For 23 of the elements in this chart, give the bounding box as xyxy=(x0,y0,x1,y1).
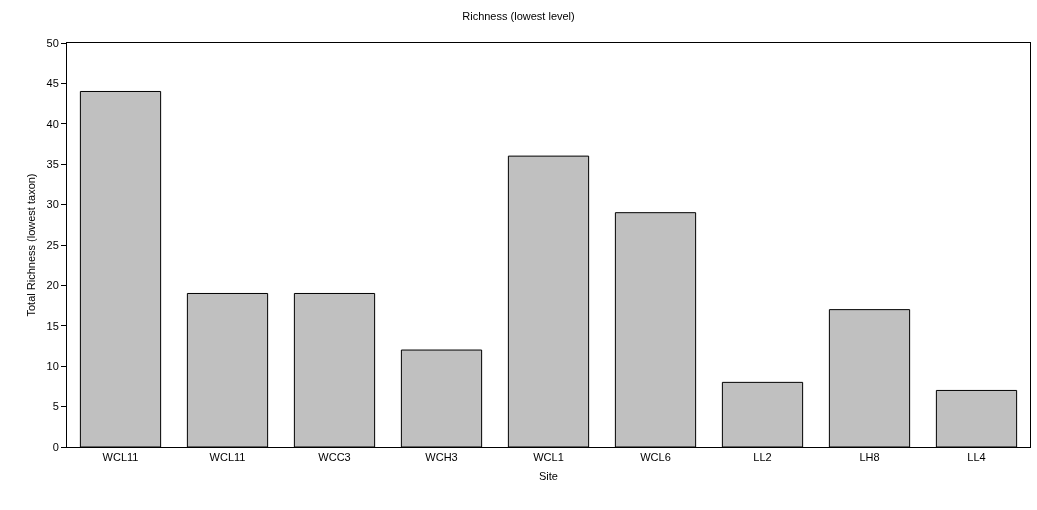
y-tick-label: 40 xyxy=(46,117,59,130)
x-tick-label: WCL11 xyxy=(209,451,246,464)
y-tick-label: 50 xyxy=(46,36,59,49)
y-tick-label: 0 xyxy=(52,440,59,453)
x-tick-label: WCL6 xyxy=(640,451,671,464)
y-tick-label: 45 xyxy=(46,77,59,90)
x-tick-label: LL2 xyxy=(753,451,772,464)
y-tick-label: 15 xyxy=(46,319,59,332)
y-tick-label: 5 xyxy=(52,400,59,413)
x-tick-label: LL4 xyxy=(967,451,986,464)
y-axis-title: Total Richness (lowest taxon) xyxy=(25,173,38,317)
y-tick-label: 30 xyxy=(46,198,59,211)
x-tick-label: WCC3 xyxy=(318,451,351,464)
x-tick-label: WCL11 xyxy=(102,451,139,464)
x-axis-title: Site xyxy=(539,470,558,483)
x-tick-label: WCH3 xyxy=(425,451,458,464)
x-tick-label: LH8 xyxy=(859,451,880,464)
y-tick-label: 25 xyxy=(46,238,59,251)
y-tick-label: 20 xyxy=(46,279,59,292)
y-tick-label: 35 xyxy=(46,158,59,171)
y-tick-label: 10 xyxy=(46,360,59,373)
x-tick-label: WCL1 xyxy=(533,451,564,464)
chart-title: Richness (lowest level) xyxy=(462,10,575,23)
